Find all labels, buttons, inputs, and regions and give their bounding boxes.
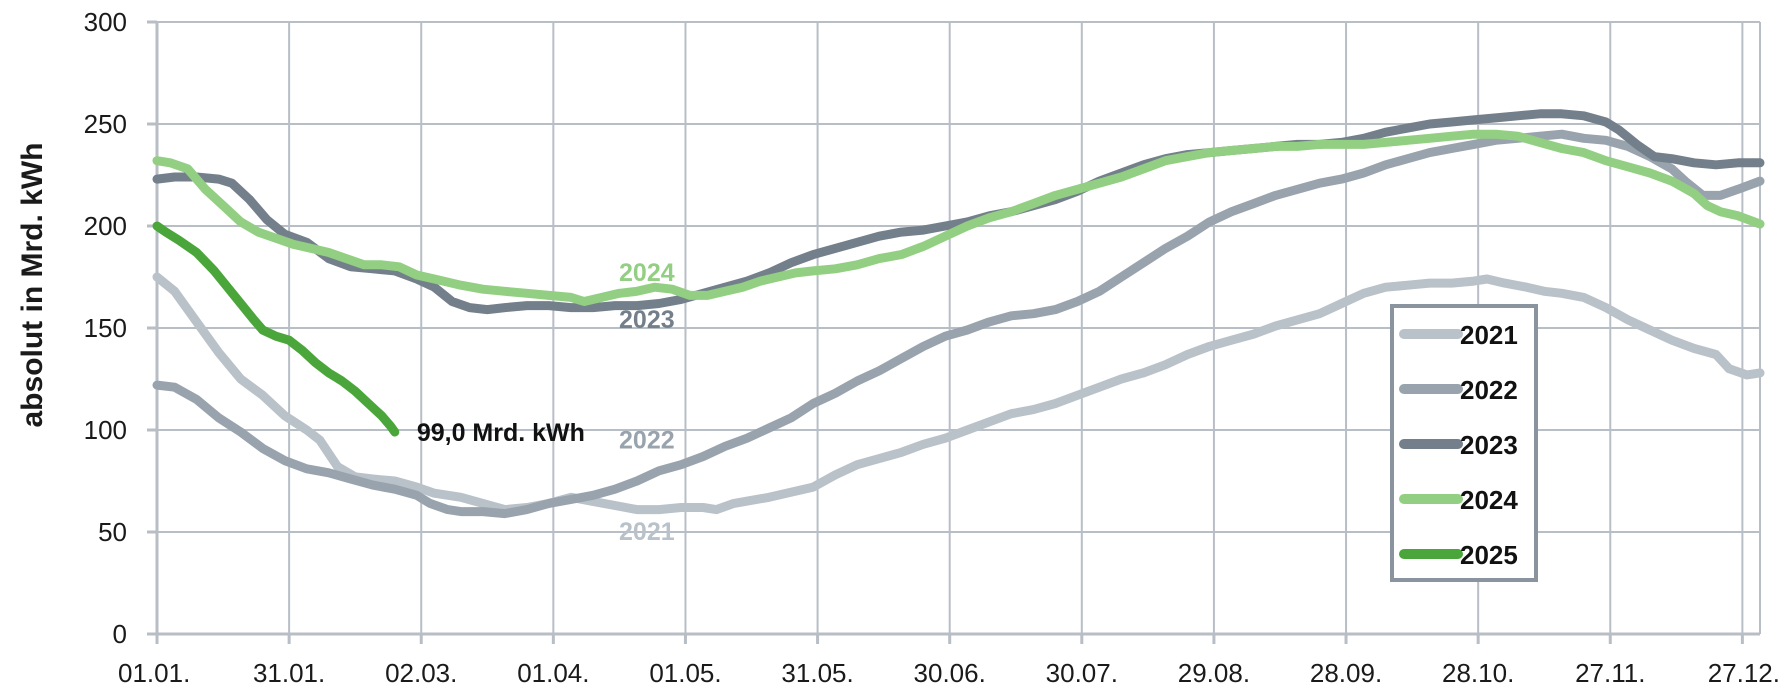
- x-tick-label: 29.08.: [1178, 658, 1250, 688]
- y-tick-label: 0: [113, 619, 127, 649]
- y-axis-label: absolut in Mrd. kWh: [16, 143, 49, 428]
- x-tick-label: 01.05.: [649, 658, 721, 688]
- legend-label-2024: 2024: [1460, 485, 1518, 515]
- y-tick-label: 250: [84, 109, 127, 139]
- axes: [147, 20, 1760, 644]
- legend-label-2022: 2022: [1460, 375, 1518, 405]
- legend: 2021 2022 2023 2024 2025: [1390, 304, 1538, 582]
- grid-lines: [156, 21, 1761, 634]
- x-tick-label: 28.10.: [1442, 658, 1514, 688]
- x-tick-label: 31.01.: [253, 658, 325, 688]
- x-tick-label: 31.05.: [781, 658, 853, 688]
- series-inline-label-2022: 2022: [619, 426, 675, 454]
- y-tick-label: 150: [84, 313, 127, 343]
- series-inline-labels: 2024 2023 2022 2021: [619, 259, 675, 546]
- x-tick-label: 30.06.: [914, 658, 986, 688]
- x-tick-label: 27.11.: [1575, 658, 1645, 688]
- y-axis-tick-labels: 0 50 100 150 200 250 300: [84, 7, 127, 649]
- legend-label-2025: 2025: [1460, 540, 1518, 570]
- y-tick-label: 100: [84, 415, 127, 445]
- series-inline-label-2023: 2023: [619, 306, 675, 334]
- x-axis-tick-labels: 01.01. 31.01. 02.03. 01.04. 01.05. 31.05. 30.0…: [118, 658, 1780, 688]
- series-lines: [152, 109, 1765, 519]
- latest-value-annotation: 99,0 Mrd. kWh: [417, 419, 585, 447]
- x-tick-label: 30.07.: [1046, 658, 1118, 688]
- legend-label-2021: 2021: [1460, 320, 1518, 350]
- series-inline-label-2021: 2021: [619, 518, 675, 546]
- series-inline-label-2024: 2024: [619, 259, 675, 287]
- series-line-2021: [152, 272, 1765, 515]
- x-tick-label: 27.12.: [1708, 658, 1780, 688]
- series-line-2024: [152, 129, 1765, 306]
- y-tick-label: 50: [98, 517, 127, 547]
- y-tick-label: 200: [84, 211, 127, 241]
- x-tick-label: 02.03.: [385, 658, 457, 688]
- x-tick-label: 01.01.: [118, 658, 190, 688]
- series-line-2025: [152, 221, 400, 437]
- x-tick-label: 01.04.: [517, 658, 589, 688]
- annotations: 99,0 Mrd. kWh: [417, 419, 585, 447]
- series-line-2023: [152, 109, 1765, 315]
- y-tick-label: 300: [84, 7, 127, 37]
- legend-label-2023: 2023: [1460, 430, 1518, 460]
- x-tick-label: 28.09.: [1310, 658, 1382, 688]
